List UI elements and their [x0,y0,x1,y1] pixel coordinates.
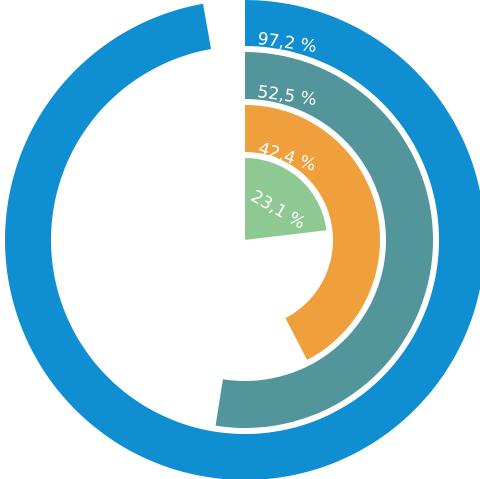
chart-arcs [5,0,480,479]
bar-arc-4 [245,158,327,240]
bar-arc-2 [215,52,434,429]
bar-arc-3 [245,105,380,360]
